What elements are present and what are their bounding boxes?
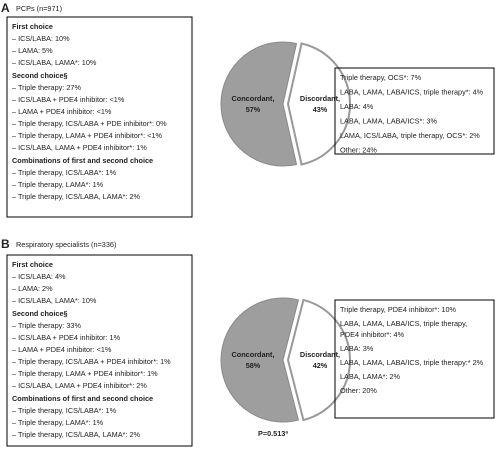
slice-value-label: 57% (246, 105, 261, 114)
list-item: LABA, LAMA, LABA/ICS, triple therapy*: 4… (340, 87, 484, 96)
slice-label: Discordant, (300, 94, 340, 103)
slice-value-label: 58% (246, 361, 261, 370)
list-item: LABA, LAMA*: 2% (340, 372, 401, 381)
list-item: – Triple therapy, ICS/LABA + PDE inhibit… (12, 119, 167, 128)
list-item: Other: 24% (340, 145, 377, 154)
list-item: – ICS/LABA, LAMA*: 10% (12, 296, 97, 305)
slice-label: Discordant, (300, 350, 340, 359)
list-item: LABA: 3% (340, 344, 374, 353)
panel-title: PCPs (n=971) (16, 4, 62, 13)
list-item: – Triple therapy: 33% (12, 321, 81, 330)
pie-slice (220, 297, 300, 423)
list-item: – ICS/LABA, LAMA + PDE4 inhibitor*: 2% (12, 381, 147, 390)
panel-label: A (1, 1, 10, 15)
list-item: PDE4 inhibitor*: 4% (340, 330, 405, 339)
pie-slice (286, 298, 351, 422)
right-box (334, 299, 495, 419)
slice-label: Concordant, (232, 350, 275, 359)
section-heading: First choice (12, 260, 53, 269)
slice-value-label: 43% (313, 105, 328, 114)
right-box (334, 67, 495, 155)
panel-title: Respiratory specialists (n=336) (16, 240, 116, 249)
slice-value-label: 42% (313, 361, 328, 370)
section-heading: First choice (12, 22, 53, 31)
list-item: – LAMA + PDE4 inhibitor: <1% (12, 345, 112, 354)
list-item: – ICS/LABA: 4% (12, 272, 66, 281)
list-item: – Triple therapy, ICS/LABA + PDE4 inhibi… (12, 357, 171, 366)
left-box (6, 254, 193, 447)
list-item: – Triple therapy, LAMA + PDE4 inhibitor*… (12, 369, 158, 378)
slice-label: Concordant, (232, 94, 275, 103)
list-item: – Triple therapy, ICS/LABA, LAMA*: 2% (12, 430, 141, 439)
list-item: – Triple therapy, ICS/LABA, LAMA*: 2% (12, 192, 141, 201)
list-item: – Triple therapy, ICS/LABA*: 1% (12, 406, 117, 415)
section-heading: Second choice§ (12, 71, 68, 80)
panel-label: B (1, 237, 10, 251)
list-item: – LAMA: 2% (12, 284, 53, 293)
list-item: – ICS/LABA, LAMA*: 10% (12, 58, 97, 67)
list-item: – Triple therapy, LAMA*: 1% (12, 418, 104, 427)
list-item: – LAMA + PDE4 inhibitor: <1% (12, 107, 112, 116)
list-item: LAMA, ICS/LABA, triple therapy, OCS*: 2% (340, 131, 480, 140)
list-item: – LAMA: 5% (12, 46, 53, 55)
list-item: Other: 20% (340, 386, 377, 395)
list-item: – ICS/LABA + PDE4 inhibitor: 1% (12, 333, 121, 342)
left-box (6, 16, 193, 218)
list-item: – ICS/LABA: 10% (12, 34, 70, 43)
list-item: – Triple therapy, ICS/LABA*: 1% (12, 168, 117, 177)
list-item: – Triple therapy, LAMA + PDE4 inhibitor*… (12, 131, 162, 140)
annotation: P=0.513ª (258, 429, 288, 438)
list-item: Triple therapy, OCS*: 7% (340, 73, 422, 82)
section-heading: Combinations of first and second choice (12, 156, 153, 165)
list-item: LABA, LAMA, LABA/ICS, triple therapy:* 2… (340, 358, 484, 367)
list-item: – ICS/LABA, LAMA + PDE4 inhibitor*: 1% (12, 143, 147, 152)
section-heading: Second choice§ (12, 309, 68, 318)
list-item: LABA, LAMA, LABA/ICS, triple therapy, (340, 319, 467, 328)
list-item: – ICS/LABA + PDE4 inhibitor: <1% (12, 95, 125, 104)
list-item: LABA: 4% (340, 102, 374, 111)
list-item: LABA, LAMA, LABA/ICS*: 3% (340, 116, 437, 125)
list-item: – Triple therapy: 27% (12, 83, 81, 92)
pie-slice (220, 41, 298, 167)
list-item: Triple therapy, PDE4 inhibitor*: 10% (340, 305, 457, 314)
section-heading: Combinations of first and second choice (12, 394, 153, 403)
list-item: – Triple therapy, LAMA*: 1% (12, 180, 104, 189)
